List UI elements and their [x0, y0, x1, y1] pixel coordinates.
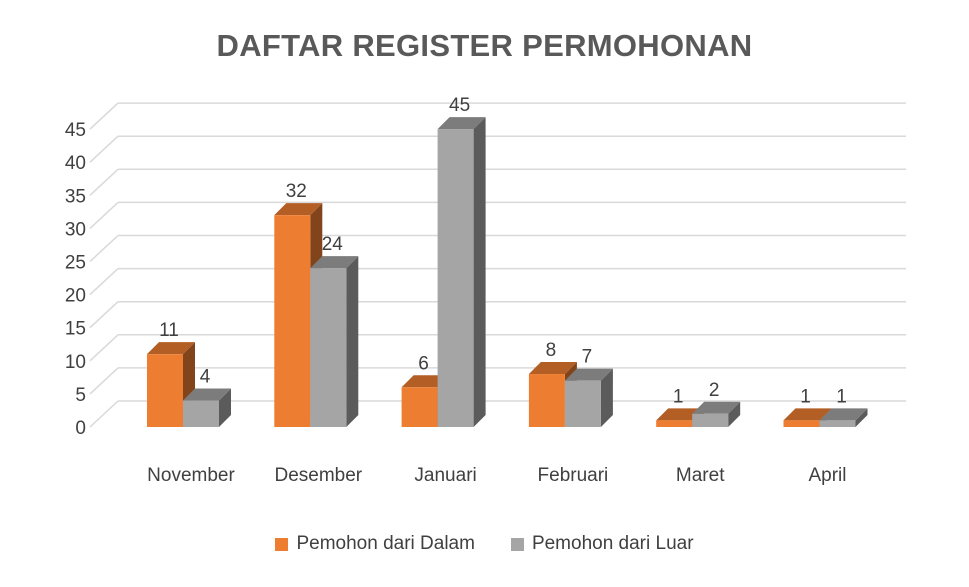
- x-tick-label: November: [147, 465, 235, 486]
- x-tick-label: Februari: [538, 465, 609, 486]
- y-tick-label: 45: [65, 120, 86, 141]
- bar-luar-top: [183, 388, 231, 401]
- bar-dalam-front: [783, 420, 820, 427]
- gridline-diagonal: [89, 102, 119, 130]
- gridline-diagonal: [89, 168, 119, 196]
- x-tick-label: Desember: [274, 465, 362, 486]
- data-label: 32: [286, 181, 307, 202]
- y-tick-label: 25: [65, 253, 86, 274]
- data-label: 24: [322, 234, 344, 255]
- legend-swatch-dalam: [275, 537, 289, 551]
- bar-dalam-front: [401, 387, 438, 427]
- gridline-diagonal: [89, 234, 119, 263]
- gridline-diagonal: [89, 268, 119, 296]
- chart-legend: Pemohon dari Dalam Pemohon dari Luar: [0, 533, 969, 555]
- bar-luar-side: [346, 256, 359, 427]
- bar-dalam-front: [147, 354, 183, 427]
- bar-luar-front: [564, 380, 601, 427]
- legend-swatch-luar: [510, 537, 524, 551]
- data-label: 1: [836, 386, 847, 407]
- y-tick-label: 20: [65, 286, 86, 307]
- data-label: 7: [582, 347, 593, 368]
- data-label: 45: [449, 95, 470, 116]
- legend-item-dalam: Pemohon dari Dalam: [275, 533, 475, 555]
- bar-luar-front: [819, 420, 856, 427]
- y-tick-label: 0: [75, 418, 86, 439]
- chart-title: DAFTAR REGISTER PERMOHONAN: [216, 28, 753, 63]
- data-label: 1: [800, 386, 811, 407]
- data-label: 1: [673, 386, 684, 407]
- bar-luar-front: [692, 413, 729, 427]
- data-label: 11: [159, 320, 179, 341]
- data-label: 2: [709, 380, 720, 401]
- bar-luar-front: [183, 400, 219, 427]
- bar-dalam-top: [147, 342, 195, 355]
- gridline-diagonal: [89, 400, 119, 428]
- x-tick-label: Januari: [414, 465, 476, 486]
- bar-luar-front: [310, 268, 347, 427]
- bar-luar-side: [600, 368, 613, 427]
- bar-dalam-front: [656, 420, 693, 427]
- bar-dalam-top: [528, 362, 577, 375]
- gridline-diagonal: [89, 367, 119, 395]
- y-tick-label: 40: [65, 153, 86, 174]
- y-tick-label: 35: [65, 186, 86, 207]
- y-tick-label: 5: [75, 385, 86, 406]
- gridline-diagonal: [89, 334, 119, 362]
- x-tick-label: April: [808, 465, 846, 486]
- bar-luar-top: [692, 401, 741, 414]
- gridline-diagonal: [89, 201, 119, 229]
- bar-luar-top: [310, 256, 359, 269]
- legend-item-luar: Pemohon dari Luar: [510, 533, 694, 555]
- bar-dalam-front: [528, 374, 565, 427]
- data-label: 8: [546, 340, 557, 361]
- legend-label-luar: Pemohon dari Luar: [531, 533, 694, 554]
- y-tick-label: 30: [65, 219, 86, 240]
- bar-luar-side: [855, 408, 868, 427]
- data-label: 6: [418, 353, 429, 374]
- bar-luar-top: [437, 117, 486, 130]
- bar-luar-side: [728, 401, 741, 427]
- gridline-diagonal: [89, 301, 119, 329]
- y-tick-label: 10: [65, 352, 86, 373]
- bar-dalam-top: [783, 408, 832, 421]
- y-tick-label: 15: [65, 319, 86, 340]
- bar-luar-top: [819, 408, 868, 421]
- bar-dalam-top: [274, 203, 323, 216]
- legend-label-dalam: Pemohon dari Dalam: [296, 533, 475, 554]
- bar-luar-front: [437, 129, 474, 427]
- bar-dalam-front: [274, 215, 311, 427]
- data-label: 4: [200, 367, 211, 388]
- bar-luar-side: [219, 388, 231, 427]
- x-tick-label: Maret: [676, 465, 725, 486]
- gridline-diagonal: [89, 135, 119, 163]
- bar-luar-side: [473, 117, 486, 427]
- bar-luar-top: [564, 368, 613, 381]
